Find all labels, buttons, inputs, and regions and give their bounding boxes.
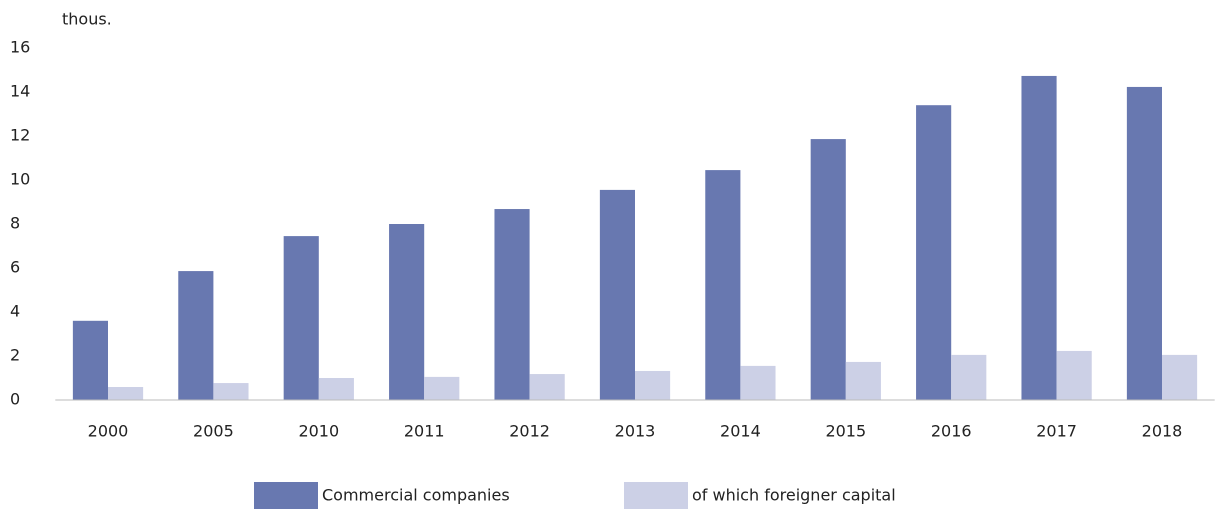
x-tick-label: 2015 xyxy=(825,422,866,441)
bar xyxy=(424,376,460,400)
bar xyxy=(740,365,776,400)
legend-swatch xyxy=(624,482,688,509)
y-tick-label: 16 xyxy=(10,38,30,57)
bar xyxy=(599,189,635,400)
x-tick-label: 2012 xyxy=(509,422,550,441)
bar xyxy=(845,361,881,400)
bar xyxy=(108,387,144,400)
bar xyxy=(318,378,354,400)
legend-label: Commercial companies xyxy=(322,486,510,505)
y-tick-label: 0 xyxy=(10,390,20,409)
bar xyxy=(1162,354,1198,400)
bar xyxy=(1126,86,1162,400)
bar xyxy=(389,224,425,400)
y-tick-label: 4 xyxy=(10,302,20,321)
bar xyxy=(1021,75,1057,400)
x-tick-label: 2005 xyxy=(193,422,234,441)
legend-label: of which foreigner capital xyxy=(692,486,896,505)
y-axis-label: thous. xyxy=(62,10,112,29)
y-tick-label: 2 xyxy=(10,346,20,365)
bar xyxy=(178,271,214,400)
y-tick-label: 8 xyxy=(10,214,20,233)
bar xyxy=(529,374,565,400)
x-tick-label: 2014 xyxy=(720,422,761,441)
y-tick-label: 10 xyxy=(10,170,30,189)
bar xyxy=(494,209,530,400)
x-tick-label: 2000 xyxy=(88,422,129,441)
x-tick-label: 2011 xyxy=(404,422,445,441)
x-tick-label: 2018 xyxy=(1142,422,1183,441)
x-tick-label: 2013 xyxy=(615,422,656,441)
bar xyxy=(213,383,249,400)
bar xyxy=(705,170,741,400)
bar xyxy=(916,105,952,400)
y-tick-label: 6 xyxy=(10,258,20,277)
x-tick-label: 2010 xyxy=(298,422,339,441)
bar xyxy=(951,354,987,400)
bar xyxy=(283,236,319,400)
y-tick-label: 14 xyxy=(10,82,30,101)
legend-swatch xyxy=(254,482,318,509)
bar xyxy=(1056,350,1092,400)
bar xyxy=(810,139,846,400)
x-tick-label: 2017 xyxy=(1036,422,1077,441)
y-tick-label: 12 xyxy=(10,126,30,145)
x-tick-label: 2016 xyxy=(931,422,972,441)
bar xyxy=(635,370,671,400)
bar xyxy=(72,320,108,400)
